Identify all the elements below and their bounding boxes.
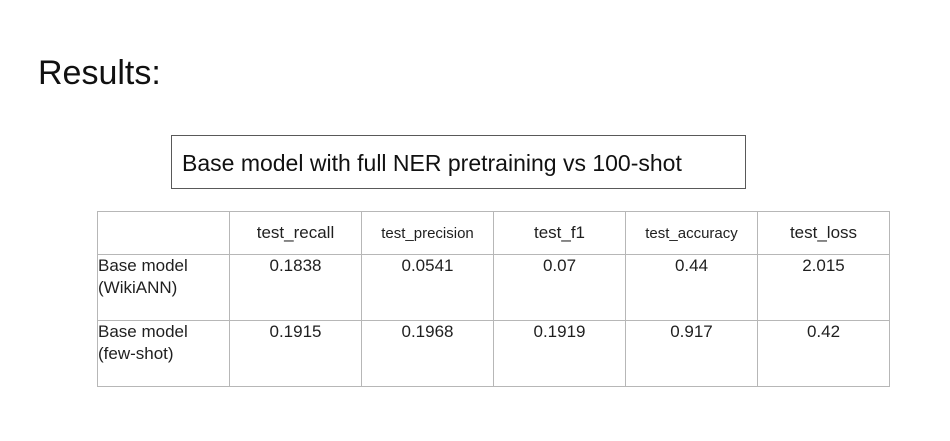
results-table: test_recall test_precision test_f1 test_… (97, 211, 890, 387)
table-cell: 0.07 (493, 254, 626, 321)
table-cell: 0.1919 (493, 320, 626, 387)
row-label: Base model (few-shot) (97, 320, 230, 387)
column-header: test_loss (757, 211, 890, 255)
column-header: test_precision (361, 211, 494, 255)
table-row: Base model (WikiANN) 0.1838 0.0541 0.07 … (97, 254, 890, 321)
page-heading: Results: (38, 54, 161, 92)
table-cell: 0.1838 (229, 254, 362, 321)
header-corner-cell (97, 211, 230, 255)
table-header-row: test_recall test_precision test_f1 test_… (97, 211, 890, 255)
table-cell: 0.0541 (361, 254, 494, 321)
column-header: test_recall (229, 211, 362, 255)
table-cell: 0.917 (625, 320, 758, 387)
table-cell: 0.1968 (361, 320, 494, 387)
row-label-line: (few-shot) (98, 344, 174, 363)
column-header: test_f1 (493, 211, 626, 255)
comparison-title: Base model with full NER pretraining vs … (171, 135, 746, 189)
table-cell: 2.015 (757, 254, 890, 321)
table-row: Base model (few-shot) 0.1915 0.1968 0.19… (97, 320, 890, 387)
table-cell: 0.44 (625, 254, 758, 321)
row-label: Base model (WikiANN) (97, 254, 230, 321)
column-header: test_accuracy (625, 211, 758, 255)
table-cell: 0.1915 (229, 320, 362, 387)
row-label-line: Base model (98, 322, 188, 341)
table-cell: 0.42 (757, 320, 890, 387)
row-label-line: (WikiANN) (98, 278, 178, 297)
row-label-line: Base model (98, 256, 188, 275)
